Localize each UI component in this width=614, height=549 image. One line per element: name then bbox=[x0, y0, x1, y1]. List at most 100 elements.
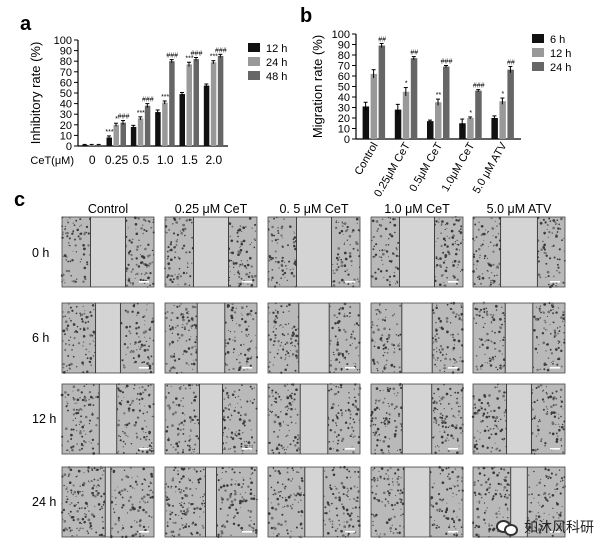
annotation-2: ## bbox=[410, 50, 418, 57]
annotation-2: ### bbox=[118, 114, 130, 121]
column-header-1: 0.25 μM CeT bbox=[175, 202, 248, 216]
x-axis-prefix: CeT(μM) bbox=[30, 155, 74, 167]
image-grid-c: Control 0.25 μM CeT 0. 5 μM CeT 1.0 μM CeT 5… bbox=[32, 202, 567, 539]
column-header-2: 0. 5 μM CeT bbox=[279, 202, 348, 216]
wechat-icon bbox=[496, 518, 518, 536]
legend-swatch-2 bbox=[248, 71, 260, 80]
y-tick-label: 50 bbox=[60, 88, 72, 100]
micrograph-0-3 bbox=[370, 215, 464, 288]
bar-1-3 bbox=[162, 102, 168, 146]
micrograph-3-2 bbox=[267, 465, 361, 539]
annotation-9: *** bbox=[210, 54, 218, 61]
annotation-3: ** bbox=[436, 92, 442, 99]
legend-label-0: 12 h bbox=[266, 43, 287, 55]
y-tick-label: 10 bbox=[60, 130, 72, 142]
micrograph-1-3 bbox=[370, 301, 464, 374]
y-tick-label: 30 bbox=[60, 109, 72, 121]
micrograph-1-2 bbox=[267, 302, 361, 374]
legend-label-1: 12 h bbox=[550, 48, 571, 60]
bar-2-1 bbox=[410, 58, 418, 139]
annotation-3: *** bbox=[137, 110, 145, 117]
y-tick-label: 60 bbox=[60, 77, 72, 89]
y-tick-label: 90 bbox=[60, 46, 72, 58]
y-tick-label: 100 bbox=[332, 29, 350, 41]
bar-0-3 bbox=[459, 123, 466, 139]
y-tick-label: 40 bbox=[338, 92, 350, 104]
annotation-5: * bbox=[469, 110, 472, 117]
legend-label-1: 24 h bbox=[266, 57, 287, 69]
legend-swatch-1 bbox=[248, 57, 260, 66]
panel-a-letter: a bbox=[20, 13, 32, 35]
row-label-1: 6 h bbox=[32, 331, 49, 345]
annotation-8: ## bbox=[507, 60, 515, 67]
micrograph-0-2 bbox=[267, 216, 361, 288]
bar-1-4 bbox=[499, 101, 506, 139]
y-axis-label: Migration rate (%) bbox=[310, 35, 325, 138]
legend-label-0: 6 h bbox=[550, 34, 565, 46]
bar-1-4 bbox=[186, 64, 192, 146]
y-tick-label: 80 bbox=[338, 50, 350, 62]
bar-1-0 bbox=[370, 73, 378, 139]
y-tick-label: 80 bbox=[60, 56, 72, 68]
panel-c-letter: c bbox=[14, 189, 25, 211]
micrograph-1-1 bbox=[164, 302, 259, 374]
y-tick-label: 70 bbox=[60, 67, 72, 79]
y-tick-label: 0 bbox=[344, 134, 350, 146]
category-label-3: 1.0μM CeT bbox=[440, 140, 478, 194]
annotation-5: *** bbox=[161, 94, 169, 101]
y-tick-label: 0 bbox=[66, 141, 72, 153]
category-label-2: 0.5μM CeT bbox=[407, 140, 445, 194]
annotation-7: * bbox=[502, 91, 505, 98]
bar-0-4 bbox=[179, 94, 185, 146]
micrograph-2-4 bbox=[471, 383, 566, 455]
annotation-0: *** bbox=[105, 129, 113, 136]
bar-2-3 bbox=[475, 90, 482, 139]
micrograph-1-0 bbox=[61, 302, 155, 374]
bar-1-5 bbox=[210, 62, 217, 147]
panel-b-letter: b bbox=[300, 5, 312, 27]
bar-0-2 bbox=[427, 121, 434, 139]
bar-0-1 bbox=[106, 137, 112, 146]
bar-0-5 bbox=[203, 85, 210, 146]
annotation-4: ### bbox=[142, 97, 154, 104]
annotation-8: ### bbox=[191, 50, 203, 57]
bar-1-1 bbox=[113, 124, 119, 146]
y-tick-label: 20 bbox=[338, 113, 350, 125]
annotation-7: *** bbox=[185, 55, 193, 62]
micrograph-3-1 bbox=[164, 466, 258, 539]
legend-swatch-1 bbox=[532, 48, 544, 57]
legend-swatch-0 bbox=[248, 43, 260, 52]
row-label-0: 0 h bbox=[32, 246, 49, 260]
bar-2-5 bbox=[217, 55, 224, 146]
micrograph-3-0 bbox=[60, 466, 155, 539]
bar-2-0 bbox=[378, 45, 386, 139]
micrograph-2-1 bbox=[164, 383, 258, 455]
annotation-6: ### bbox=[473, 83, 485, 90]
legend-swatch-2 bbox=[532, 62, 544, 71]
column-header-3: 1.0 μM CeT bbox=[384, 202, 450, 216]
bar-0-3 bbox=[155, 112, 161, 146]
bar-1-2 bbox=[435, 102, 442, 139]
y-tick-label: 100 bbox=[54, 35, 72, 47]
bar-2-2 bbox=[443, 66, 450, 139]
watermark: 如沐风科研 bbox=[496, 517, 594, 537]
column-header-4: 5.0 μM ATV bbox=[487, 202, 552, 216]
y-tick-label: 60 bbox=[338, 71, 350, 83]
category-label-4: 5.0 μM ATV bbox=[471, 140, 510, 196]
annotation-10: ### bbox=[215, 47, 227, 54]
category-label-3: 1.0 bbox=[157, 153, 174, 167]
annotation-1: * bbox=[405, 81, 408, 88]
column-header-0: Control bbox=[88, 202, 128, 216]
legend-label-2: 24 h bbox=[550, 62, 571, 74]
category-label-0: Control bbox=[353, 141, 381, 178]
y-tick-label: 90 bbox=[338, 40, 350, 52]
bar-2-4 bbox=[507, 69, 514, 139]
bar-2-2 bbox=[144, 105, 151, 146]
micrograph-1-4 bbox=[472, 301, 566, 374]
annotation-6: ### bbox=[166, 53, 178, 60]
micrograph-0-0 bbox=[60, 216, 155, 288]
micrograph-3-4 bbox=[472, 466, 567, 538]
y-tick-label: 50 bbox=[338, 82, 350, 94]
